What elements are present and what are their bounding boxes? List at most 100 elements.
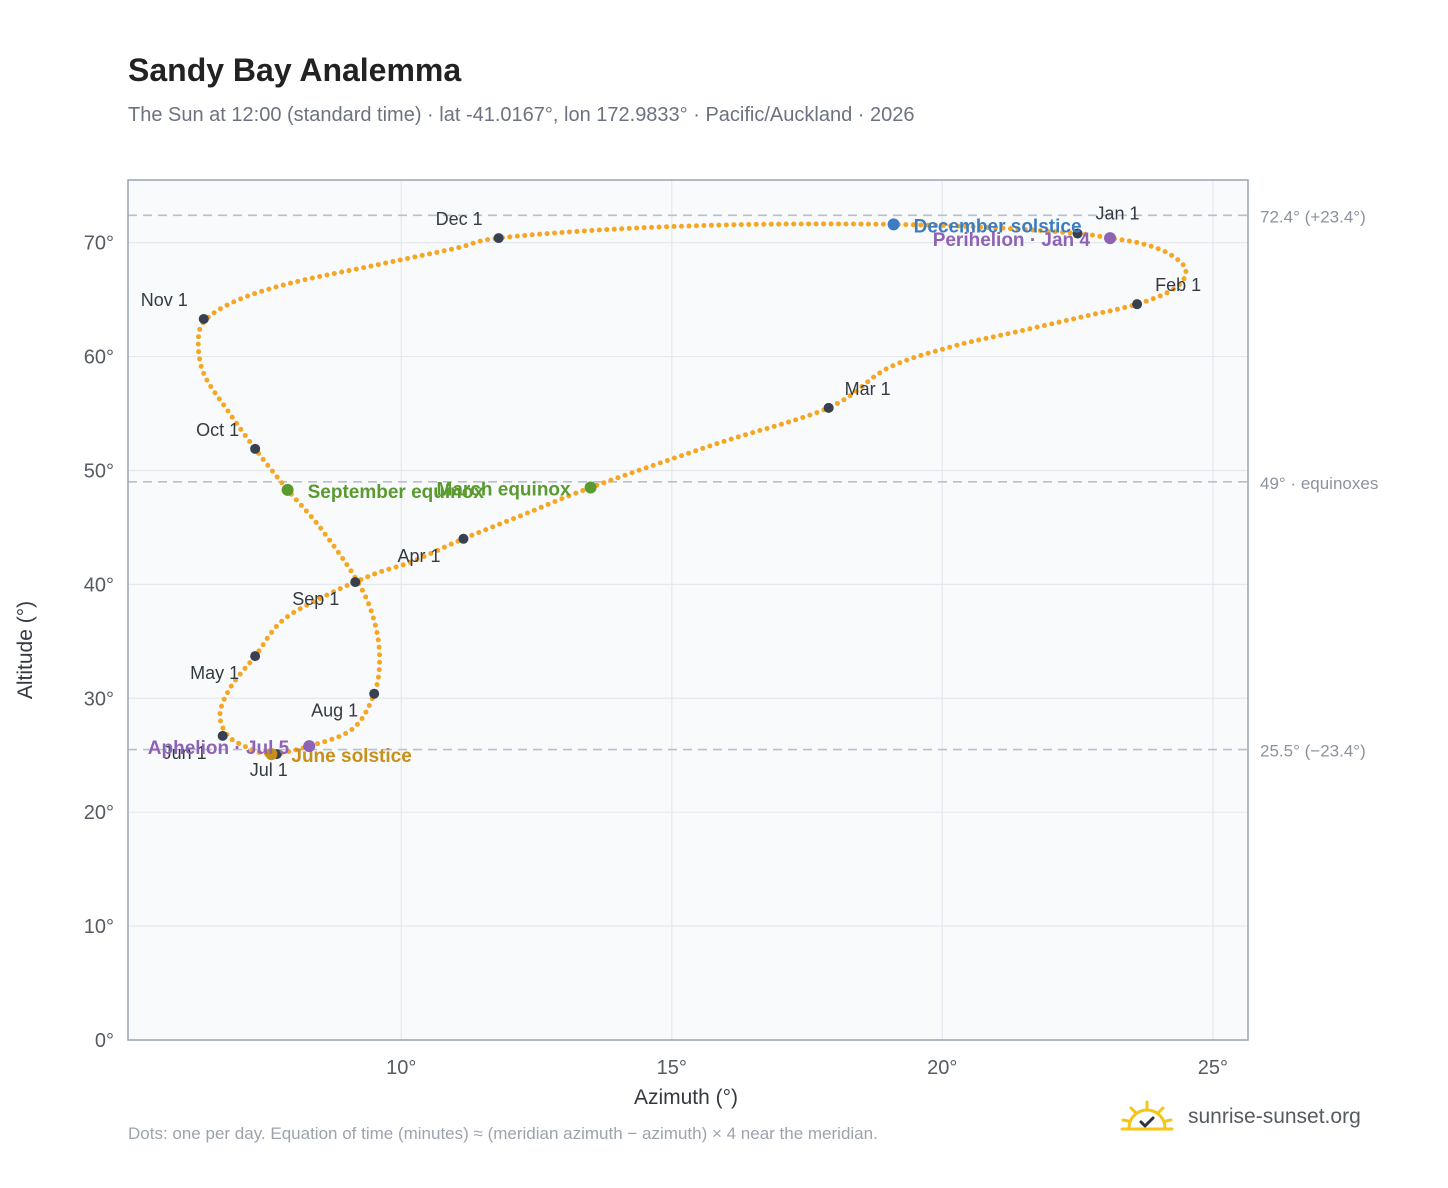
daily-sun-position-dot (195, 341, 201, 347)
daily-sun-position-dot (233, 677, 239, 683)
daily-sun-position-dot (242, 432, 248, 438)
daily-sun-position-dot (456, 245, 462, 251)
month-marker (350, 577, 361, 588)
daily-sun-position-dot (1000, 225, 1006, 231)
daily-sun-position-dot (231, 299, 237, 305)
daily-sun-position-dot (463, 243, 469, 249)
daily-sun-position-dot (344, 583, 350, 589)
daily-sun-position-dot (524, 510, 530, 516)
daily-sun-position-dot (229, 737, 235, 743)
daily-sun-position-dot (858, 221, 864, 227)
daily-sun-position-dot (225, 690, 231, 696)
daily-sun-position-dot (405, 255, 411, 261)
daily-sun-position-dot (196, 334, 202, 340)
daily-sun-position-dot (813, 221, 819, 227)
daily-sun-position-dot (911, 355, 917, 361)
daily-sun-position-dot (279, 480, 285, 486)
daily-sun-position-dot (335, 549, 341, 555)
daily-sun-position-dot (212, 390, 218, 396)
daily-sun-position-dot (1100, 309, 1106, 315)
daily-sun-position-dot (324, 592, 330, 598)
daily-sun-position-dot (298, 502, 304, 508)
brand[interactable]: sunrise-sunset.org (1120, 1100, 1361, 1134)
month-marker (493, 233, 504, 244)
daily-sun-position-dot (247, 438, 253, 444)
daily-sun-position-dot (650, 462, 656, 468)
daily-sun-position-dot (723, 222, 729, 228)
daily-sun-position-dot (877, 370, 883, 376)
daily-sun-position-dot (596, 227, 602, 233)
daily-sun-position-dot (340, 555, 346, 561)
daily-sun-position-dot (678, 223, 684, 229)
daily-sun-position-dot (293, 497, 299, 503)
daily-sun-position-dot (220, 725, 226, 731)
daily-sun-position-dot (859, 384, 865, 390)
month-marker (198, 313, 209, 324)
daily-sun-position-dot (238, 426, 244, 432)
daily-sun-position-dot (707, 443, 713, 449)
daily-sun-position-dot (1114, 306, 1120, 312)
event-label: September equinox (308, 482, 485, 503)
daily-sun-position-dot (1052, 229, 1058, 235)
daily-sun-position-dot (948, 223, 954, 229)
daily-sun-position-dot (372, 571, 378, 577)
daily-sun-position-dot (322, 739, 328, 745)
daily-sun-position-dot (708, 222, 714, 228)
daily-sun-position-dot (517, 513, 523, 519)
daily-sun-position-dot (1034, 324, 1040, 330)
daily-sun-position-dot (750, 430, 756, 436)
daily-sun-position-dot (421, 554, 427, 560)
daily-sun-position-dot (753, 221, 759, 227)
daily-sun-position-dot (776, 221, 782, 227)
month-marker (250, 651, 261, 662)
daily-sun-position-dot (985, 224, 991, 230)
daily-sun-position-dot (327, 537, 333, 543)
daily-sun-position-dot (883, 366, 889, 372)
axes: 10° 15° 20° 25° 0° 10° 20° 30° 40° 50° 60° 70° Azimu… (14, 233, 1228, 1109)
daily-sun-position-dot (348, 568, 354, 574)
daily-sun-position-dot (260, 642, 266, 648)
daily-sun-position-dot (370, 615, 376, 621)
daily-sun-position-dot (286, 749, 292, 755)
daily-sun-position-dot (363, 594, 369, 600)
daily-sun-position-dot (798, 221, 804, 227)
daily-sun-position-dot (368, 263, 374, 269)
daily-sun-position-dot (1078, 314, 1084, 320)
daily-sun-position-dot (331, 543, 337, 549)
reference-line-label: 49° · equinoxes (1260, 474, 1378, 493)
daily-sun-position-dot (925, 350, 931, 356)
daily-sun-position-dot (1012, 329, 1018, 335)
event-marker (887, 218, 900, 231)
daily-sun-position-dot (308, 514, 314, 520)
daily-sun-position-dot (865, 221, 871, 227)
daily-sun-position-dot (368, 608, 374, 614)
daily-sun-position-dot (608, 477, 614, 483)
x-axis-label: Azimuth (°) (634, 1086, 738, 1109)
daily-sun-position-dot (731, 222, 737, 228)
daily-sun-position-dot (331, 589, 337, 595)
daily-sun-position-dot (955, 223, 961, 229)
daily-sun-position-dot (217, 306, 223, 312)
daily-sun-position-dot (269, 629, 275, 635)
daily-sun-position-dot (196, 349, 202, 355)
event-marker (265, 748, 278, 761)
daily-sun-position-dot (329, 736, 335, 742)
y-tick-label: 20° (84, 802, 114, 824)
daily-sun-position-dot (873, 221, 879, 227)
month-label: Feb 1 (1155, 275, 1201, 295)
daily-sun-position-dot (219, 703, 224, 709)
daily-sun-position-dot (1097, 233, 1103, 239)
event-label: Aphelion · Jul 5 (148, 738, 290, 759)
daily-sun-position-dot (904, 357, 910, 363)
daily-sun-position-dot (383, 260, 389, 266)
daily-sun-position-dot (274, 474, 280, 480)
daily-sun-position-dot (1150, 296, 1156, 302)
daily-sun-position-dot (601, 480, 607, 486)
daily-sun-position-dot (407, 559, 413, 565)
daily-sun-position-dot (961, 340, 967, 346)
month-label: Nov 1 (141, 290, 188, 310)
daily-sun-position-dot (393, 564, 399, 570)
month-marker (217, 730, 228, 741)
daily-sun-position-dot (221, 402, 227, 408)
